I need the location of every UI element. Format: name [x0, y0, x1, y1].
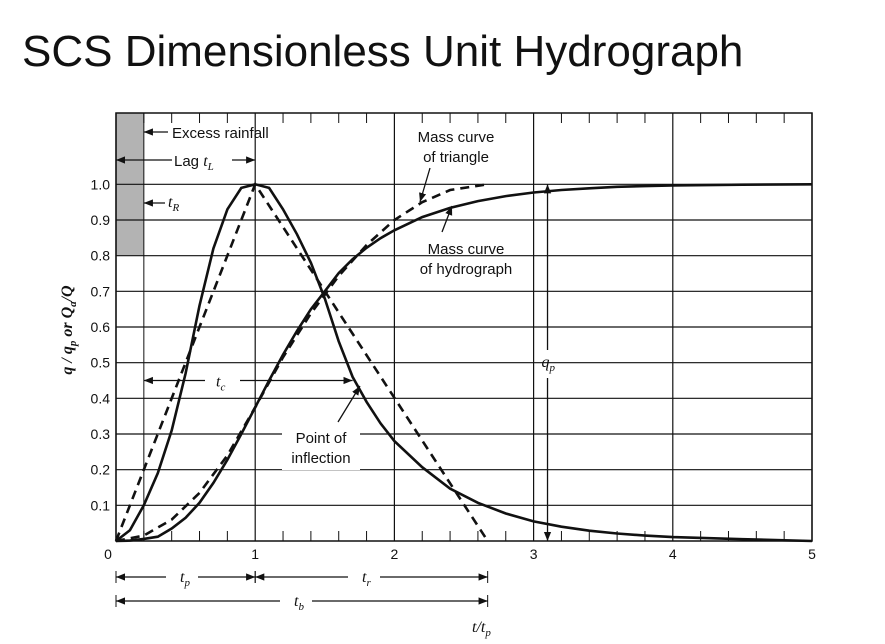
annotation-symbol: t [216, 374, 221, 391]
x-tick-label: 5 [808, 546, 816, 562]
y-axis-label-sub: a [67, 301, 79, 307]
y-tick-label: 0.5 [91, 355, 111, 371]
annotation: Point of [296, 430, 348, 447]
annotation-text: Lag [174, 153, 203, 170]
annotation-sub: r [366, 577, 371, 589]
x-tick-label: 3 [530, 546, 538, 562]
x-tick-label: 1 [251, 546, 259, 562]
annotation-sub: L [207, 161, 214, 173]
annotation: tb [294, 593, 304, 613]
annotation-symbol: q [542, 354, 550, 371]
y-axis-label: q / qp or Qa/Q [59, 285, 79, 375]
x-tick-label: 2 [391, 546, 399, 562]
curve [114, 181, 489, 542]
y-axis-label-text: /Q [59, 285, 76, 302]
y-tick-label: 0.3 [91, 426, 111, 442]
annotation: tR [168, 194, 179, 214]
x-axis-label: t/tp [472, 619, 491, 639]
annotation-sub: p [549, 362, 556, 374]
annotation: of hydrograph [420, 261, 513, 278]
y-axis-label-sub: p [67, 340, 79, 347]
y-tick-label: 0.9 [91, 212, 111, 228]
annotation: inflection [291, 450, 350, 467]
arrow [441, 205, 453, 233]
x-axis-label-sub: p [484, 627, 491, 639]
annotation-sub: p [183, 577, 190, 589]
arrow [419, 167, 431, 203]
y-tick-label: 0.6 [91, 319, 111, 335]
annotation-symbol: t [203, 153, 208, 170]
annotation: tp [180, 569, 190, 589]
y-axis-label-text: or Q [59, 306, 76, 340]
curve [115, 182, 813, 543]
annotation-symbol: t [362, 569, 367, 586]
annotation-symbol: t [180, 569, 185, 586]
annotation: tc [216, 374, 225, 394]
annotation: Mass curve [428, 241, 505, 258]
y-tick-label: 0.7 [91, 283, 111, 299]
annotation: of triangle [423, 149, 489, 166]
annotation-sub: c [220, 382, 225, 394]
y-axis-label-text: q / q [59, 346, 76, 374]
curve [115, 183, 488, 543]
annotation-symbol: t [168, 194, 173, 211]
curve [115, 183, 813, 543]
annotation-sub: b [298, 601, 304, 613]
annotation: qp [542, 354, 556, 374]
x-tick-label: 4 [669, 546, 677, 562]
x-tick-label: 0 [104, 546, 112, 562]
y-tick-label: 0.8 [91, 248, 111, 264]
annotation: Mass curve [418, 129, 495, 146]
y-tick-label: 0.1 [91, 497, 111, 513]
x-axis-label-text: t/t [472, 619, 486, 636]
y-tick-label: 0.2 [91, 462, 111, 478]
chart-title: SCS Dimensionless Unit Hydrograph [22, 27, 743, 76]
plot-frame [115, 112, 813, 542]
y-tick-label: 0.4 [91, 390, 111, 406]
annotation: tr [362, 569, 371, 589]
annotation: Excess rainfall [172, 125, 269, 142]
y-tick-label: 1.0 [91, 176, 111, 192]
arrow [337, 385, 361, 423]
annotation: Lag tL [174, 153, 214, 173]
label-bg [282, 426, 360, 470]
annotation-sub: R [171, 202, 179, 214]
annotation-symbol: t [294, 593, 299, 610]
